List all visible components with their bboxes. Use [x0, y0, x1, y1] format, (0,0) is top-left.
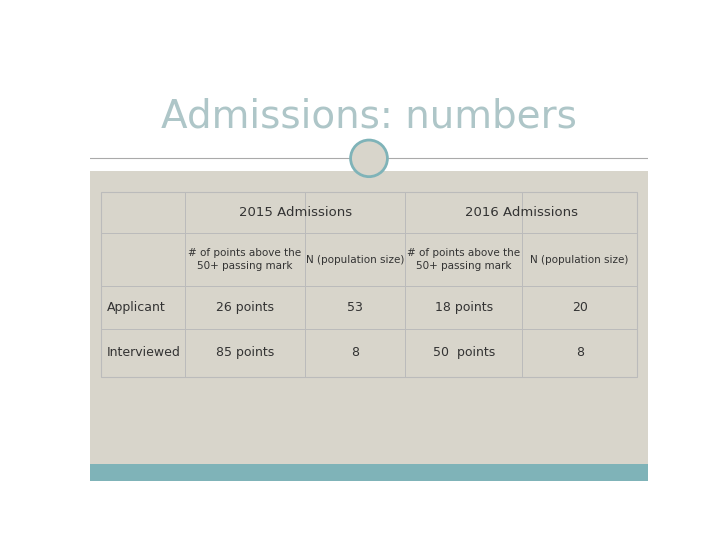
Text: 18 points: 18 points	[435, 301, 493, 314]
Text: 53: 53	[347, 301, 363, 314]
Text: 8: 8	[576, 346, 584, 359]
Bar	[90, 171, 648, 464]
Text: N (population size): N (population size)	[531, 254, 629, 265]
Text: # of points above the
50+ passing mark: # of points above the 50+ passing mark	[189, 248, 302, 271]
Text: Admissions: numbers: Admissions: numbers	[161, 98, 577, 136]
Text: Applicant: Applicant	[107, 301, 166, 314]
Text: 8: 8	[351, 346, 359, 359]
Text: N (population size): N (population size)	[306, 254, 404, 265]
Bar	[90, 464, 648, 481]
Ellipse shape	[351, 140, 387, 177]
Text: # of points above the
50+ passing mark: # of points above the 50+ passing mark	[408, 248, 521, 271]
Text: 2016 Admissions: 2016 Admissions	[464, 206, 577, 219]
Text: 2015 Admissions: 2015 Admissions	[238, 206, 351, 219]
Text: 20: 20	[572, 301, 588, 314]
Text: Interviewed: Interviewed	[107, 346, 181, 359]
Text: 26 points: 26 points	[216, 301, 274, 314]
Text: 85 points: 85 points	[216, 346, 274, 359]
Bar	[101, 192, 636, 377]
Text: 50  points: 50 points	[433, 346, 495, 359]
Bar	[90, 65, 648, 171]
